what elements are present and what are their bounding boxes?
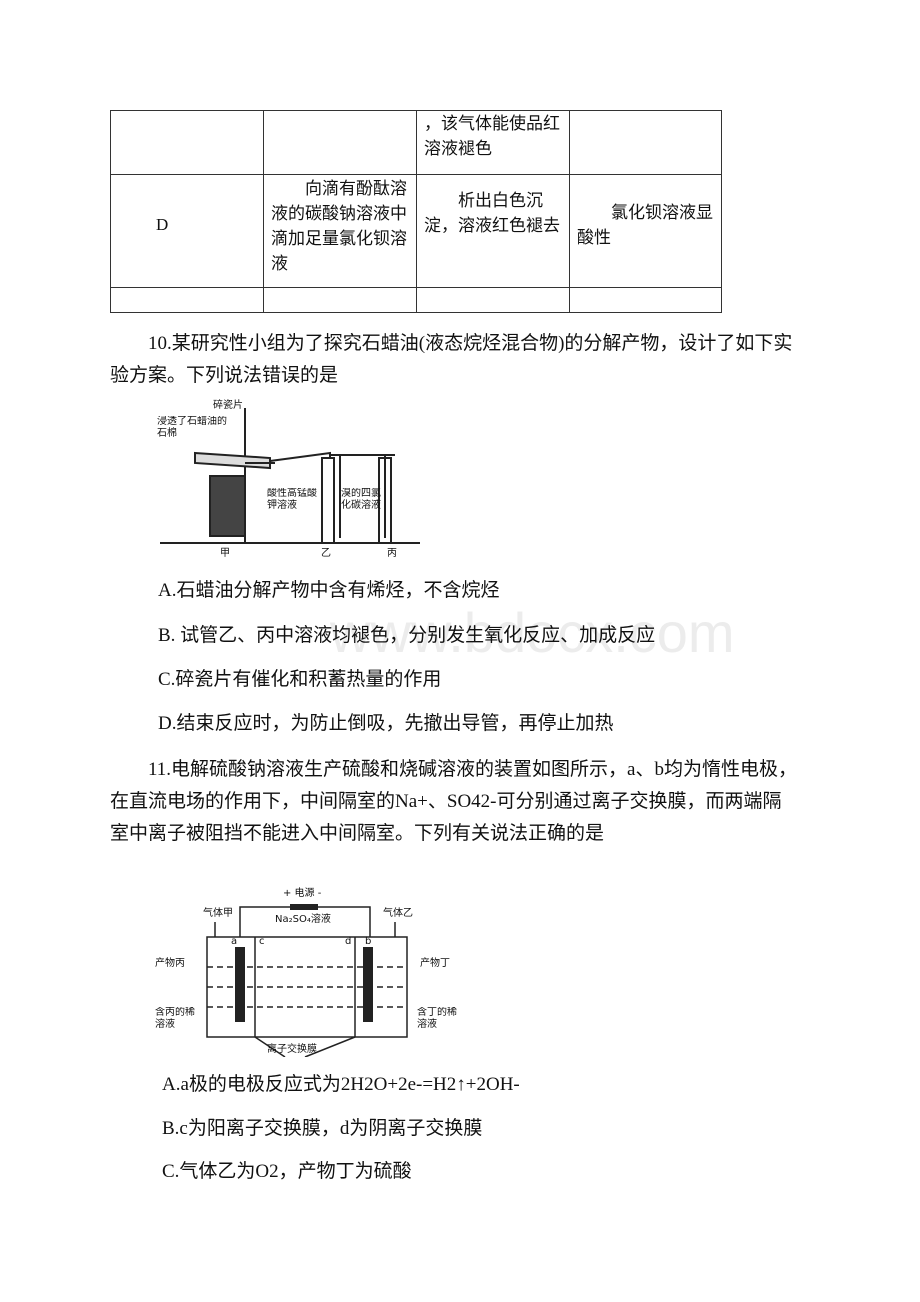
figure-label: a	[231, 936, 237, 947]
figure-label: + 电源 -	[283, 886, 322, 899]
figure-label: 产物丁	[420, 956, 450, 969]
table-cell: 向滴有酚酞溶液的碳酸钠溶液中滴加足量氯化钡溶液	[271, 179, 407, 273]
figure: 碎瓷片 浸透了石蜡油的石棉 酸性高锰酸钾溶液 溴的四氯化碳溶液 甲 乙 丙	[157, 398, 420, 559]
option: C.碎瓷片有催化和积蓄热量的作用	[158, 669, 442, 690]
figure-label: 含丁的稀溶液	[417, 1007, 457, 1030]
figure-label: 浸透了石蜡油的石棉	[157, 416, 227, 439]
question-stem: 10.某研究性小组为了探究石蜡油(液态烷烃混合物)的分解产物，设计了如下实验方案…	[110, 333, 793, 386]
figure-label: 离子交换膜	[267, 1042, 317, 1055]
option: B. 试管乙、丙中溶液均褪色，分别发生氧化反应、加成反应	[158, 625, 656, 646]
table-cell: ，该气体能使品红溶液褪色	[424, 114, 560, 158]
table-cell: 析出白色沉淀，溶液红色褪去	[424, 191, 560, 235]
table-cell: D	[156, 215, 169, 234]
watermark: www.bdocx.com	[330, 601, 735, 664]
figure-label: 酸性高锰酸钾溶液	[267, 488, 317, 511]
table-grid	[110, 110, 722, 313]
question-stem: 11.电解硫酸钠溶液生产硫酸和烧碱溶液的装置如图所示，a、b均为惰性电极，在直流…	[110, 759, 797, 844]
table-cell: 氯化钡溶液显酸性	[577, 203, 713, 247]
figure-label: 碎瓷片	[213, 398, 243, 411]
figure-label: 产物丙	[155, 956, 185, 969]
figure-label: 含丙的稀溶液	[155, 1007, 195, 1030]
figure-label: 甲	[220, 548, 230, 559]
figure-label: 乙	[321, 547, 331, 559]
figure-label: 气体甲	[203, 906, 233, 919]
option: D.结束反应时，为防止倒吸，先撤出导管，再停止加热	[158, 713, 614, 734]
figure-label: c	[259, 936, 265, 947]
figure-label: Na₂SO₄溶液	[275, 912, 331, 925]
figure: + 电源 - Na₂SO₄溶液 气体甲 气体乙 a b c d 产物丙 产物丁 …	[155, 886, 457, 1057]
figure-label: 溴的四氯化碳溶液	[341, 488, 381, 511]
option: B.c为阳离子交换膜，d为阴离子交换膜	[162, 1118, 483, 1139]
option: A.a极的电极反应式为2H2O+2e-=H2↑+2OH-	[162, 1074, 520, 1095]
figure-label: 丙	[387, 548, 397, 559]
figure-label: b	[365, 936, 371, 947]
option: A.石蜡油分解产物中含有烯烃，不含烷烃	[158, 580, 500, 601]
option: C.气体乙为O2，产物丁为硫酸	[162, 1161, 412, 1182]
figure-label: d	[345, 936, 351, 947]
figure-label: 气体乙	[383, 906, 413, 919]
